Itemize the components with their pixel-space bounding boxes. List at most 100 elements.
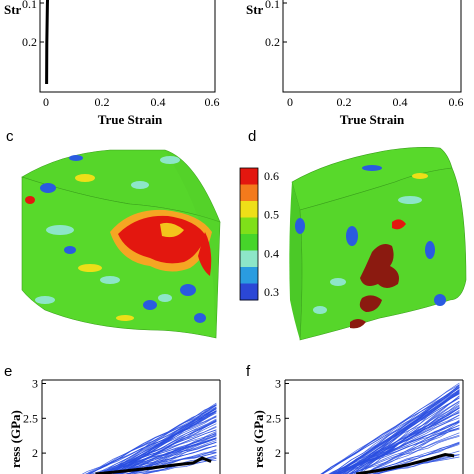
panel-f-mean-curve [355, 452, 455, 474]
panel-f-sample-curve [321, 390, 460, 474]
panel-e-ylabel: ress (GPa) [8, 410, 23, 468]
panel-f-plot [320, 382, 460, 474]
block-c-patch-14 [194, 313, 206, 323]
block-c-patch-6 [131, 181, 149, 189]
panel-b-xtick-2: 0.4 [393, 95, 408, 109]
panel-b-xtick-1: 0.2 [337, 95, 352, 109]
panel-a-plot [45, 0, 50, 85]
block-c-patch-7 [46, 225, 74, 235]
block-d-hotspot-3 [350, 319, 366, 329]
panel-f-sample-curve [343, 392, 460, 474]
panel-a-xtick-3: 0.6 [205, 95, 220, 109]
panel-f-label: f [246, 363, 251, 380]
panel-c: c [6, 128, 221, 339]
block-d-patch-2 [295, 218, 305, 234]
panel-b-xtick-3: 0.6 [449, 95, 464, 109]
panel-e-sample-curve [118, 440, 217, 474]
block-c-patch-16 [116, 315, 134, 321]
block-d-hotspot-2 [359, 295, 382, 312]
colorbar-tick-3: 0.4 [264, 246, 279, 260]
block-c-patch-2 [25, 196, 35, 204]
panel-f-ytick-3: 2 [275, 446, 281, 460]
colorbar-band-1 [240, 168, 258, 185]
panel-f-sample-curve [321, 387, 460, 474]
panel-a-ylabel: Str [4, 2, 22, 17]
block-c-patch-3 [75, 174, 95, 182]
block-c-patch-15 [35, 296, 55, 304]
panel-f-ytick-2: 2.5 [266, 411, 281, 425]
panel-a-ytick-2: 0.2 [22, 35, 37, 49]
panel-f-sample-curve [364, 427, 460, 474]
colorbar-band-3 [240, 201, 258, 218]
block-d-patch-8 [362, 165, 382, 171]
panel-e-sample-curve [97, 425, 217, 474]
colorbar-band-2 [240, 184, 258, 202]
colorbar-tick-1: 0.6 [264, 169, 279, 183]
block-d-patch-3 [425, 241, 435, 259]
panel-f-sample-curve [376, 454, 460, 474]
colorbar-ticks: 0.6 0.5 0.4 0.3 [264, 169, 279, 299]
panel-e-sample-curve [117, 433, 217, 474]
panel-f-sample-curve [333, 424, 460, 474]
panel-a-xlabel: True Strain [98, 112, 163, 127]
panel-e-sample-curve [127, 445, 217, 474]
panel-f-ytick-1: 3 [275, 377, 281, 391]
block-d-patch-6 [434, 294, 446, 306]
panel-f-sample-curve [359, 435, 460, 474]
panel-a-xtick-1: 0.2 [95, 95, 110, 109]
panel-e-sample-curve [95, 431, 217, 474]
panel-e-ytick-1: 3 [32, 377, 38, 391]
panel-f-sample-curve [372, 456, 460, 474]
block-c-patch-11 [180, 284, 196, 296]
panel-f-sample-curve [328, 412, 460, 474]
panel-e-mean-curve [95, 456, 212, 474]
block-c-patch-4 [69, 155, 83, 161]
block-c-patch-9 [78, 264, 102, 272]
panel-f-sample-curve [332, 397, 460, 474]
panel-a-series-1 [45, 0, 50, 85]
panel-f-sample-curve [364, 442, 460, 474]
panel-b-frame [282, 0, 462, 93]
panel-e-yticks: 32.52 [23, 377, 46, 460]
panel-a-xtick-2: 0.4 [151, 95, 166, 109]
panel-a-ytick-1: 0.1 [22, 0, 37, 11]
block-c-hotspot-core [118, 215, 206, 264]
panel-e-label: e [4, 363, 12, 380]
panel-e-sample-curve [87, 406, 217, 474]
block-c-edge-hotspot [198, 232, 212, 276]
panel-e-ytick-2: 2.5 [23, 411, 38, 425]
panel-e: e 32.52 ress (GPa) [4, 363, 221, 474]
panel-f-sample-curve [336, 427, 460, 474]
panel-e-plot [81, 402, 217, 474]
panel-f-sample-curve [350, 427, 460, 474]
block-c-right-face [165, 150, 220, 338]
panel-f-sample-curve [347, 432, 460, 474]
colorbar-tick-2: 0.5 [264, 208, 279, 222]
panel-d-label: d [248, 128, 256, 145]
colorbar-band-6 [240, 250, 258, 268]
colorbar-band-8 [240, 283, 258, 301]
panel-e-sample-curve [111, 445, 217, 474]
panel-c-label: c [6, 128, 14, 145]
panel-f-sample-curve [320, 385, 460, 474]
panel-b-ytick-2: 0.2 [265, 35, 280, 49]
block-d-hotspot-4 [392, 219, 406, 230]
panel-d: d [248, 128, 467, 341]
block-c-hotspot-ring [160, 222, 184, 238]
panel-a: Str 0.1 0.2 0 0.2 0.4 0.6 True Strain [4, 0, 220, 127]
colorbar-band-5 [240, 234, 258, 251]
block-c-patch-12 [158, 294, 172, 302]
panel-b-xlabel: True Strain [340, 112, 405, 127]
panel-f-ylabel: ress (GPa) [251, 410, 266, 468]
colorbar-frame [239, 167, 259, 301]
colorbar-band-7 [240, 267, 258, 284]
panel-e-sample-curve [142, 459, 217, 474]
colorbar: 0.6 0.5 0.4 0.3 [239, 167, 279, 301]
panel-f-sample-curve [368, 441, 460, 474]
colorbar-tick-4: 0.3 [264, 285, 279, 299]
panel-e-sample-curve [102, 441, 217, 474]
block-d-patch-5 [330, 278, 346, 286]
panel-f-sample-curve [360, 395, 460, 474]
panel-b: Str 0.1 0.2 0 0.2 0.4 0.6 True Strain [246, 0, 464, 127]
